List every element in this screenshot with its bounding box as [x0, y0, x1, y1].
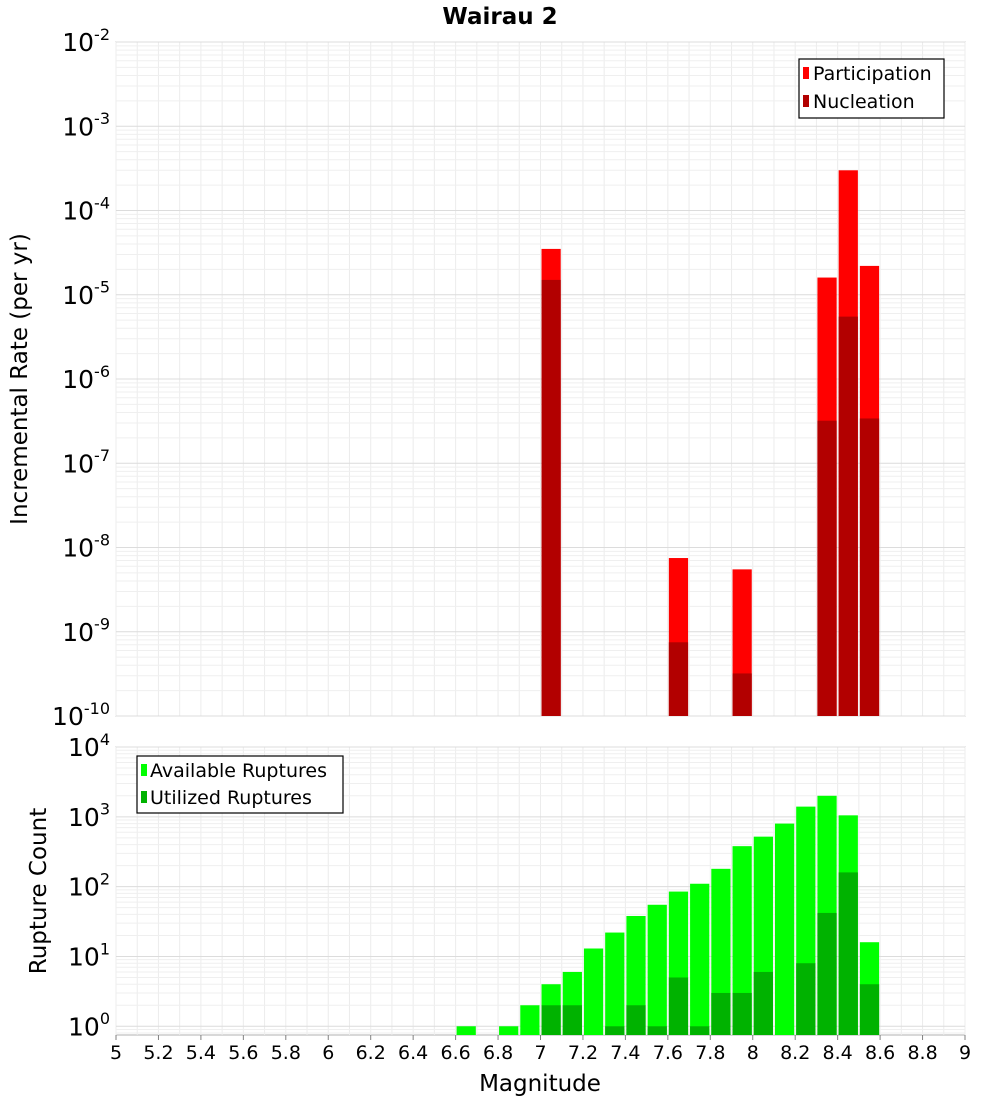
- bar-available-ruptures: [456, 1026, 476, 1035]
- bar-utilized-ruptures: [838, 872, 858, 1035]
- y-tick-label: 102: [68, 869, 110, 901]
- x-tick-label: 6: [322, 1042, 334, 1064]
- y-tick-label: 10-5: [62, 278, 110, 310]
- x-tick-label: 9: [959, 1042, 971, 1064]
- bar-available-ruptures: [499, 1026, 519, 1035]
- x-tick-label: 5.6: [228, 1042, 258, 1064]
- bar-available-ruptures: [690, 883, 710, 1035]
- bottom-legend-box: [136, 755, 344, 814]
- x-tick-label: 5: [110, 1042, 122, 1064]
- bottom-bars: [456, 795, 880, 1035]
- y-tick-label: 103: [68, 800, 110, 832]
- legend-swatch-available: [141, 764, 147, 776]
- bar-nucleation: [732, 673, 752, 716]
- bar-nucleation: [541, 279, 561, 716]
- bottom-y-axis-label: Rupture Count: [26, 808, 52, 974]
- y-tick-label: 10-10: [52, 699, 110, 731]
- y-tick-label: 10-2: [62, 25, 110, 57]
- bar-available-ruptures: [605, 932, 625, 1035]
- bar-utilized-ruptures: [562, 1005, 582, 1035]
- bar-available-ruptures: [583, 948, 604, 1035]
- top-grid: [115, 41, 966, 717]
- bar-utilized-ruptures: [541, 1005, 561, 1035]
- y-tick-label: 104: [68, 730, 110, 762]
- bar-nucleation: [838, 316, 858, 716]
- x-tick-label: 5.2: [143, 1042, 173, 1064]
- bar-utilized-ruptures: [647, 1026, 667, 1035]
- legend-label-nucleation: Nucleation: [813, 91, 915, 113]
- y-tick-label: 10-6: [62, 362, 110, 394]
- bar-available-ruptures: [774, 823, 795, 1035]
- x-tick-label: 8: [747, 1042, 759, 1064]
- top-y-axis-label: Incremental Rate (per yr): [7, 233, 33, 525]
- bar-utilized-ruptures: [732, 992, 752, 1035]
- bar-utilized-ruptures: [753, 971, 773, 1035]
- x-tick-label: 8.6: [865, 1042, 895, 1064]
- bar-utilized-ruptures: [605, 1026, 625, 1035]
- bar-nucleation: [859, 418, 880, 716]
- top-legend: Participation Nucleation: [798, 58, 945, 119]
- bar-nucleation: [817, 420, 837, 716]
- x-axis-label: Magnitude: [479, 1071, 601, 1097]
- bar-utilized-ruptures: [817, 912, 837, 1035]
- chart-title: Wairau 2: [442, 4, 557, 30]
- x-tick-label: 6.8: [483, 1042, 513, 1064]
- top-y-ticks: 10-10 10-9 10-8 10-7 10-6 10-5 10-4 10-3 10-2: [52, 25, 110, 731]
- y-tick-label: 10-8: [62, 530, 110, 562]
- x-tick-label: 7.8: [695, 1042, 725, 1064]
- top-panel: 10-10 10-9 10-8 10-7 10-6 10-5 10-4 10-3 10-2 Wa…: [7, 4, 966, 731]
- bottom-legend: Available Ruptures Utilized Ruptures: [136, 755, 344, 814]
- y-tick-label: 10-7: [62, 446, 110, 478]
- x-tick-label: 8.8: [907, 1042, 937, 1064]
- y-tick-label: 10-4: [62, 193, 110, 225]
- bar-available-ruptures: [520, 1005, 540, 1035]
- bar-nucleation: [668, 642, 689, 716]
- bar-available-ruptures: [626, 915, 646, 1035]
- legend-label-utilized: Utilized Ruptures: [150, 787, 312, 809]
- legend-swatch-nucleation: [803, 95, 809, 107]
- bar-utilized-ruptures: [796, 963, 816, 1035]
- bar-utilized-ruptures: [690, 1026, 710, 1035]
- legend-label-participation: Participation: [813, 63, 932, 85]
- x-tick-label: 8.4: [823, 1042, 853, 1064]
- x-tick-label: 8.2: [780, 1042, 810, 1064]
- x-tick-label: 7.2: [568, 1042, 598, 1064]
- bar-available-ruptures: [732, 846, 752, 1035]
- x-tick-label: 6.2: [356, 1042, 386, 1064]
- bar-utilized-ruptures: [711, 992, 731, 1035]
- x-tick-label: 6.4: [398, 1042, 428, 1064]
- x-ticks: 5 5.2 5.4 5.6 5.8 6 6.2 6.4 6.6 6.8 7 7.2 7.4 7.6 7.8 8…: [110, 1035, 971, 1064]
- bar-available-ruptures: [647, 904, 667, 1035]
- bottom-y-ticks: 100 101 102 103 104: [68, 730, 110, 1042]
- y-tick-label: 10-3: [62, 109, 110, 141]
- x-tick-label: 7.6: [653, 1042, 683, 1064]
- y-tick-label: 10-9: [62, 615, 110, 647]
- top-bars: [541, 170, 880, 717]
- y-tick-label: 100: [68, 1009, 110, 1041]
- legend-swatch-participation: [803, 67, 809, 79]
- x-tick-label: 7: [534, 1042, 546, 1064]
- y-tick-label: 101: [68, 939, 110, 971]
- x-tick-label: 7.4: [610, 1042, 640, 1064]
- bottom-panel: 100 101 102 103 104 5 5.2 5.4 5.6 5.8 6 6.2 6.4 6.6 6…: [26, 730, 971, 1097]
- legend-label-available: Available Ruptures: [150, 760, 327, 782]
- bar-utilized-ruptures: [859, 984, 880, 1035]
- x-tick-label: 5.8: [271, 1042, 301, 1064]
- bar-utilized-ruptures: [626, 1005, 646, 1035]
- bar-utilized-ruptures: [668, 977, 689, 1035]
- x-tick-label: 5.4: [186, 1042, 216, 1064]
- x-tick-label: 6.6: [440, 1042, 470, 1064]
- top-legend-box: [798, 58, 945, 119]
- legend-swatch-utilized: [141, 791, 147, 803]
